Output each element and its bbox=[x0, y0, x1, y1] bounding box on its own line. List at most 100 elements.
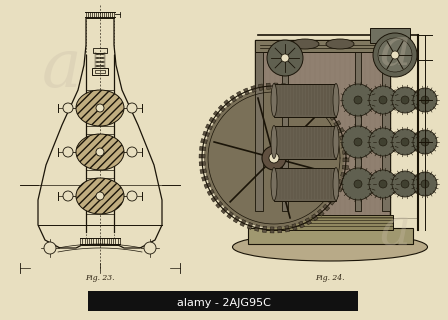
Circle shape bbox=[127, 147, 137, 157]
Circle shape bbox=[413, 130, 437, 154]
Circle shape bbox=[401, 180, 409, 188]
Polygon shape bbox=[240, 220, 246, 227]
Text: a: a bbox=[42, 36, 82, 100]
Polygon shape bbox=[318, 209, 324, 216]
Polygon shape bbox=[266, 83, 271, 89]
Circle shape bbox=[373, 33, 417, 77]
FancyBboxPatch shape bbox=[92, 68, 108, 75]
FancyBboxPatch shape bbox=[93, 48, 107, 53]
Polygon shape bbox=[201, 139, 207, 144]
Polygon shape bbox=[206, 124, 212, 130]
FancyBboxPatch shape bbox=[248, 228, 413, 244]
Polygon shape bbox=[221, 207, 228, 214]
Polygon shape bbox=[306, 218, 311, 225]
FancyBboxPatch shape bbox=[355, 45, 361, 211]
Circle shape bbox=[267, 40, 303, 76]
Circle shape bbox=[421, 96, 429, 104]
Circle shape bbox=[63, 191, 73, 201]
FancyBboxPatch shape bbox=[274, 126, 336, 159]
Circle shape bbox=[342, 126, 374, 158]
Circle shape bbox=[204, 88, 344, 228]
Polygon shape bbox=[199, 154, 205, 158]
Text: a: a bbox=[379, 204, 411, 255]
Circle shape bbox=[401, 96, 409, 104]
FancyBboxPatch shape bbox=[282, 45, 288, 211]
Polygon shape bbox=[343, 158, 349, 162]
Polygon shape bbox=[199, 162, 205, 166]
Polygon shape bbox=[202, 176, 208, 181]
Circle shape bbox=[379, 180, 387, 188]
Polygon shape bbox=[227, 212, 233, 219]
Polygon shape bbox=[233, 216, 240, 223]
Circle shape bbox=[63, 147, 73, 157]
Polygon shape bbox=[340, 135, 346, 140]
Circle shape bbox=[96, 148, 104, 156]
Circle shape bbox=[127, 103, 137, 113]
Polygon shape bbox=[244, 88, 249, 95]
FancyBboxPatch shape bbox=[265, 215, 393, 230]
Text: Fig. 23.: Fig. 23. bbox=[85, 274, 115, 282]
FancyBboxPatch shape bbox=[88, 291, 358, 311]
Polygon shape bbox=[337, 127, 344, 133]
Circle shape bbox=[369, 128, 397, 156]
Ellipse shape bbox=[233, 233, 427, 261]
FancyBboxPatch shape bbox=[274, 84, 336, 117]
Circle shape bbox=[144, 242, 156, 254]
Circle shape bbox=[391, 51, 399, 59]
Circle shape bbox=[262, 146, 286, 170]
Circle shape bbox=[63, 103, 73, 113]
Polygon shape bbox=[200, 169, 207, 173]
Circle shape bbox=[421, 180, 429, 188]
Polygon shape bbox=[270, 227, 274, 233]
Polygon shape bbox=[285, 226, 289, 232]
Ellipse shape bbox=[271, 84, 277, 116]
Circle shape bbox=[401, 138, 409, 146]
Polygon shape bbox=[295, 87, 301, 93]
Polygon shape bbox=[211, 196, 218, 202]
FancyBboxPatch shape bbox=[382, 45, 390, 211]
FancyBboxPatch shape bbox=[255, 40, 390, 52]
Polygon shape bbox=[340, 172, 347, 177]
Circle shape bbox=[413, 88, 437, 112]
Circle shape bbox=[378, 38, 412, 72]
Polygon shape bbox=[254, 225, 260, 231]
Ellipse shape bbox=[76, 178, 124, 214]
Polygon shape bbox=[258, 84, 263, 91]
Ellipse shape bbox=[333, 125, 339, 158]
FancyBboxPatch shape bbox=[370, 28, 410, 43]
Polygon shape bbox=[207, 189, 214, 196]
Text: a: a bbox=[379, 25, 411, 76]
Polygon shape bbox=[325, 108, 332, 115]
Circle shape bbox=[379, 138, 387, 146]
Circle shape bbox=[392, 87, 418, 113]
FancyBboxPatch shape bbox=[255, 45, 263, 211]
Polygon shape bbox=[247, 222, 253, 229]
Polygon shape bbox=[342, 165, 349, 170]
Polygon shape bbox=[309, 93, 315, 100]
Circle shape bbox=[392, 171, 418, 197]
Circle shape bbox=[421, 138, 429, 146]
Text: alamy - 2AJG95C: alamy - 2AJG95C bbox=[177, 298, 271, 308]
Polygon shape bbox=[224, 100, 231, 107]
Polygon shape bbox=[199, 146, 206, 151]
Polygon shape bbox=[218, 105, 225, 112]
Ellipse shape bbox=[76, 90, 124, 126]
Polygon shape bbox=[289, 84, 293, 91]
Polygon shape bbox=[202, 131, 210, 137]
Circle shape bbox=[369, 86, 397, 114]
Polygon shape bbox=[338, 179, 345, 185]
Circle shape bbox=[354, 96, 362, 104]
Ellipse shape bbox=[333, 167, 339, 201]
Polygon shape bbox=[216, 201, 223, 208]
Polygon shape bbox=[213, 111, 220, 117]
Circle shape bbox=[96, 192, 104, 200]
Ellipse shape bbox=[326, 39, 354, 49]
FancyBboxPatch shape bbox=[255, 40, 390, 216]
Text: Fig. 24.: Fig. 24. bbox=[315, 274, 345, 282]
Polygon shape bbox=[332, 193, 339, 199]
Ellipse shape bbox=[76, 134, 124, 170]
Circle shape bbox=[44, 242, 56, 254]
Polygon shape bbox=[292, 224, 297, 230]
Polygon shape bbox=[336, 186, 343, 192]
Circle shape bbox=[392, 129, 418, 155]
